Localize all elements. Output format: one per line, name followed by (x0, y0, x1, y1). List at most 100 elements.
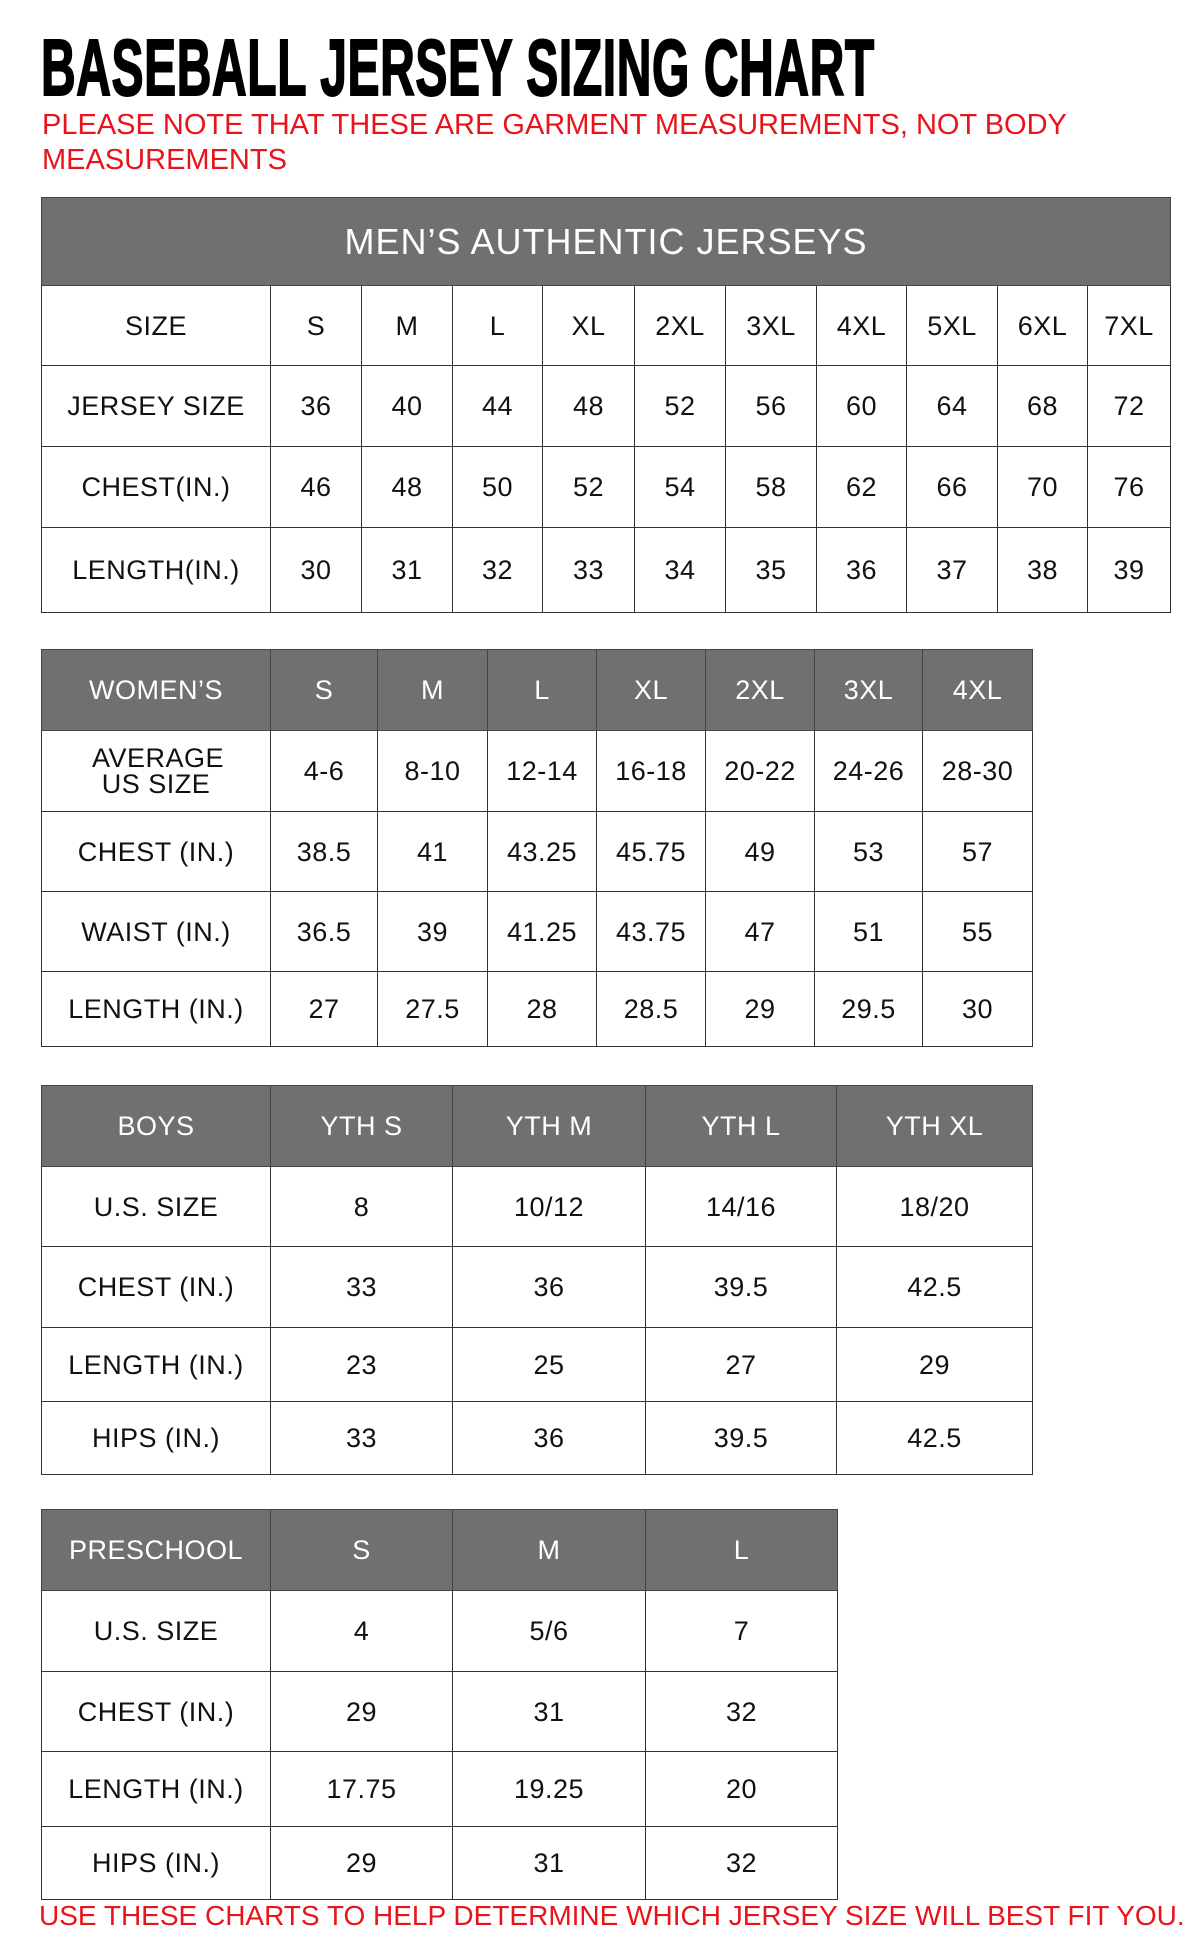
table-row: HIPS (IN.) 29 31 32 (41, 1826, 838, 1900)
table-row: CHEST(IN.) 46 48 50 52 54 58 62 66 70 76 (41, 446, 1172, 528)
value-cell: 76 (1086, 446, 1172, 528)
header-row: PRESCHOOL S M L (41, 1509, 838, 1591)
value-cell: 32 (452, 527, 543, 613)
size-header-cell: 4XL (922, 649, 1033, 731)
size-header-cell: S (270, 1509, 453, 1591)
table-row: LENGTH (IN.) 23 25 27 29 (41, 1327, 1033, 1402)
value-cell: 18/20 (836, 1166, 1033, 1247)
row-label-cell: CHEST (IN.) (41, 1246, 271, 1328)
value-cell: 36 (816, 527, 907, 613)
value-cell: 33 (270, 1401, 453, 1475)
value-cell: 42.5 (836, 1401, 1033, 1475)
value-cell: 62 (816, 446, 907, 528)
header-row: BOYS YTH S YTH M YTH L YTH XL (41, 1085, 1033, 1167)
table-row: WAIST (IN.) 36.5 39 41.25 43.75 47 51 55 (41, 891, 1033, 972)
value-cell: 55 (922, 891, 1033, 972)
value-cell: 42.5 (836, 1246, 1033, 1328)
row-label-cell: CHEST(IN.) (41, 446, 271, 528)
value-cell: 30 (922, 971, 1033, 1047)
corner-header-cell: SIZE (41, 285, 271, 366)
size-header-cell: S (270, 285, 362, 366)
size-header-cell: YTH S (270, 1085, 453, 1167)
size-header-cell: L (452, 285, 543, 366)
size-header-cell: 6XL (997, 285, 1088, 366)
size-header-cell: YTH L (645, 1085, 837, 1167)
corner-header-cell: PRESCHOOL (41, 1509, 271, 1591)
page-title: BASEBALL JERSEY SIZING CHART (40, 22, 875, 113)
value-cell: 31 (361, 527, 453, 613)
table-row: LENGTH (IN.) 27 27.5 28 28.5 29 29.5 30 (41, 971, 1033, 1047)
value-cell: 52 (542, 446, 635, 528)
row-label-cell: CHEST (IN.) (41, 811, 271, 892)
value-cell: 36 (452, 1401, 646, 1475)
value-cell: 37 (906, 527, 998, 613)
size-header-cell: 3XL (814, 649, 923, 731)
row-label-cell: LENGTH(IN.) (41, 527, 271, 613)
size-header-cell: S (270, 649, 378, 731)
value-cell: 29 (705, 971, 815, 1047)
value-cell: 66 (906, 446, 998, 528)
value-cell: 34 (634, 527, 726, 613)
value-cell: 38.5 (270, 811, 378, 892)
value-cell: 36.5 (270, 891, 378, 972)
value-cell: 5/6 (452, 1590, 646, 1672)
value-cell: 43.25 (487, 811, 597, 892)
value-cell: 28-30 (922, 730, 1033, 812)
value-cell: 33 (270, 1246, 453, 1328)
value-cell: 47 (705, 891, 815, 972)
value-cell: 14/16 (645, 1166, 837, 1247)
table-caption: MEN’S AUTHENTIC JERSEYS (40, 197, 1172, 286)
row-label-cell: LENGTH (IN.) (41, 1751, 271, 1827)
value-cell: 10/12 (452, 1166, 646, 1247)
value-cell: 28.5 (596, 971, 706, 1047)
value-cell: 52 (634, 365, 726, 447)
value-cell: 31 (452, 1826, 646, 1900)
size-header-cell: 2XL (634, 285, 726, 366)
value-cell: 51 (814, 891, 923, 972)
size-header-cell: 3XL (725, 285, 817, 366)
header-row: WOMEN’S S M L XL 2XL 3XL 4XL (41, 649, 1033, 731)
table-row: LENGTH (IN.) 17.75 19.25 20 (41, 1751, 838, 1827)
value-cell: 46 (270, 446, 362, 528)
value-cell: 48 (361, 446, 453, 528)
table-row: HIPS (IN.) 33 36 39.5 42.5 (41, 1401, 1033, 1475)
size-header-cell: 7XL (1086, 285, 1172, 366)
value-cell: 39.5 (645, 1246, 837, 1328)
value-cell: 29 (270, 1826, 453, 1900)
value-cell: 27 (270, 971, 378, 1047)
value-cell: 43.75 (596, 891, 706, 972)
size-header-cell: L (487, 649, 597, 731)
row-label-cell: AVERAGE US SIZE (41, 730, 271, 812)
value-cell: 30 (270, 527, 362, 613)
row-label-cell: U.S. SIZE (41, 1590, 271, 1672)
value-cell: 48 (542, 365, 635, 447)
size-header-cell: M (452, 1509, 646, 1591)
value-cell: 50 (452, 446, 543, 528)
corner-header-cell: BOYS (41, 1085, 271, 1167)
value-cell: 36 (452, 1246, 646, 1328)
womens-size-table: WOMEN’S S M L XL 2XL 3XL 4XL AVERAGE US SIZE 4-6 8… (41, 649, 1033, 1047)
value-cell: 20 (645, 1751, 838, 1827)
size-header-cell: 2XL (705, 649, 815, 731)
value-cell: 36 (270, 365, 362, 447)
value-cell: 29.5 (814, 971, 923, 1047)
value-cell: 53 (814, 811, 923, 892)
value-cell: 45.75 (596, 811, 706, 892)
value-cell: 44 (452, 365, 543, 447)
value-cell: 27 (645, 1327, 837, 1402)
boys-size-table: BOYS YTH S YTH M YTH L YTH XL U.S. SIZE 8 10/12… (41, 1085, 1033, 1475)
value-cell: 64 (906, 365, 998, 447)
value-cell: 41 (377, 811, 488, 892)
fit-note: USE THESE CHARTS TO HELP DETERMINE WHICH… (39, 1900, 1185, 1931)
table-row: CHEST (IN.) 38.5 41 43.25 45.75 49 53 57 (41, 811, 1033, 892)
size-header-cell: XL (542, 285, 635, 366)
value-cell: 60 (816, 365, 907, 447)
value-cell: 32 (645, 1671, 838, 1752)
size-header-cell: M (361, 285, 453, 366)
value-cell: 39 (1086, 527, 1172, 613)
row-label-cell: WAIST (IN.) (41, 891, 271, 972)
value-cell: 56 (725, 365, 817, 447)
value-cell: 29 (836, 1327, 1033, 1402)
value-cell: 27.5 (377, 971, 488, 1047)
value-cell: 54 (634, 446, 726, 528)
